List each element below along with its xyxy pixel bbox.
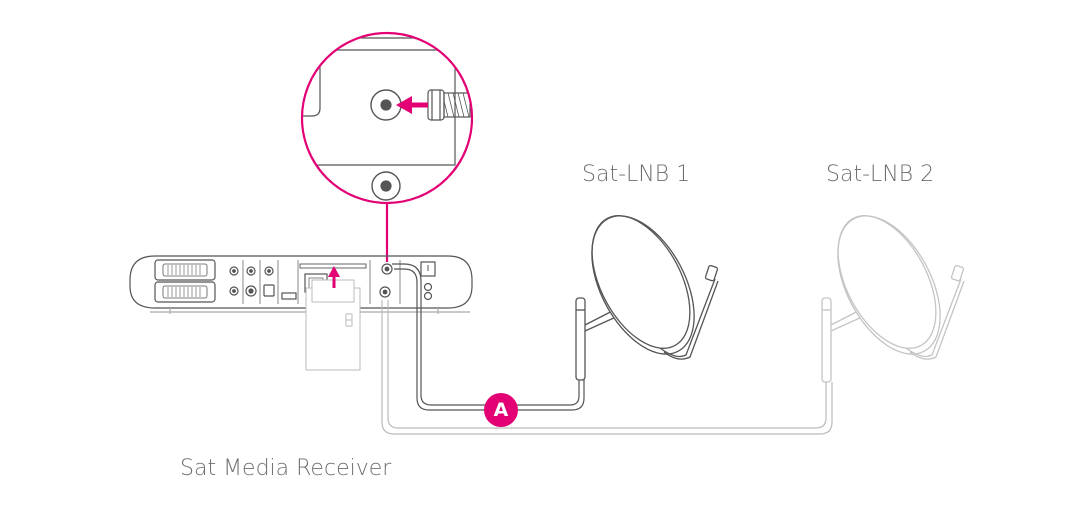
- coax-socket-lower-icon: [371, 171, 401, 201]
- zoom-detail: [300, 31, 474, 262]
- lnb2-label: Sat-LNB 2: [826, 162, 935, 187]
- cable-marker-a: A: [484, 393, 518, 427]
- cable-lnb1: [392, 263, 585, 411]
- network-cable-card: [305, 279, 361, 371]
- receiver-label: Sat Media Receiver: [180, 456, 392, 481]
- lnb1-label: Sat-LNB 1: [582, 162, 691, 187]
- satellite-dish-faded-icon: [821, 215, 965, 383]
- arrow-icon: [396, 96, 428, 114]
- coax-socket-icon: [370, 89, 402, 121]
- arrow-up-icon: [328, 266, 340, 288]
- cable-lnb2: [381, 300, 833, 435]
- satellite-dish-icon: [575, 215, 719, 381]
